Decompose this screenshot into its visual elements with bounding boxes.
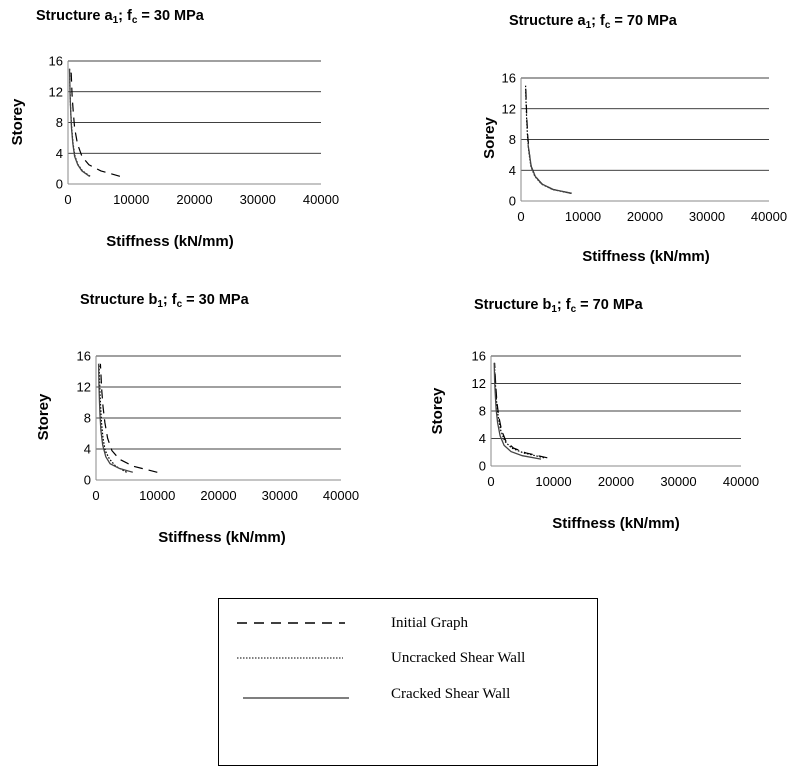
chart-svg: 0 4 8 12 16 0 10000 20000 30000 40000 Stiffness (k… bbox=[35, 349, 359, 547]
x-axis-label: Stiffness (kN/mm) bbox=[582, 248, 710, 265]
chart-panel-a1-70: Structure a1; fc = 70 MPa 0 4 8 12 16 0 10000 2… bbox=[400, 0, 793, 280]
chart-title: Structure b1; fc = 70 MPa bbox=[474, 297, 643, 315]
chart-panel-b1-30: Structure b1; fc = 30 MPa 0 4 8 12 16 0 10000 2… bbox=[0, 280, 390, 570]
legend: Initial Graph Uncracked Shear Wall Crack… bbox=[218, 598, 598, 766]
y-tick-label: 12 bbox=[502, 101, 516, 116]
legend-label: Cracked Shear Wall bbox=[391, 686, 511, 702]
x-tick-label: 40000 bbox=[751, 209, 787, 224]
series-line-dotted bbox=[493, 362, 545, 459]
x-tick-label: 0 bbox=[517, 209, 524, 224]
x-axis-label: Stiffness (kN/mm) bbox=[552, 515, 680, 532]
y-tick-label: 16 bbox=[77, 349, 91, 364]
y-tick-label: 16 bbox=[502, 71, 516, 86]
x-tick-label: 20000 bbox=[627, 209, 663, 224]
y-tick-label: 4 bbox=[509, 163, 516, 178]
x-tick-label: 30000 bbox=[240, 192, 276, 207]
chart-svg: 0 4 8 12 16 0 10000 20000 30000 40000 Stiffness (k… bbox=[481, 71, 787, 266]
y-axis-label: Storey bbox=[9, 98, 26, 145]
x-tick-label: 10000 bbox=[139, 488, 175, 503]
x-tick-label: 0 bbox=[64, 192, 71, 207]
chart-title: Structure b1; fc = 30 MPa bbox=[80, 292, 249, 310]
x-tick-label: 40000 bbox=[723, 474, 759, 489]
y-axis-label: Storey bbox=[35, 393, 52, 440]
series-line-dashed bbox=[99, 363, 158, 473]
legend-item: Cracked Shear Wall bbox=[219, 684, 597, 708]
y-tick-label: 12 bbox=[77, 380, 91, 395]
series-line-dashed bbox=[70, 68, 121, 177]
y-tick-label: 8 bbox=[479, 404, 486, 419]
series-line-solid bbox=[493, 362, 542, 460]
y-tick-label: 8 bbox=[509, 132, 516, 147]
y-tick-label: 8 bbox=[56, 115, 63, 130]
y-axis-label: Sorey bbox=[481, 117, 498, 159]
chart-panel-a1-30: Structure a1; fc = 30 MPa 0 4 8 12 16 0 10000 2… bbox=[0, 0, 380, 280]
x-tick-label: 0 bbox=[92, 488, 99, 503]
legend-swatch-dotted bbox=[237, 657, 343, 659]
x-tick-label: 20000 bbox=[200, 488, 236, 503]
y-tick-label: 4 bbox=[56, 146, 63, 161]
x-tick-label: 30000 bbox=[660, 474, 696, 489]
y-tick-label: 0 bbox=[479, 459, 486, 474]
x-tick-label: 30000 bbox=[689, 209, 725, 224]
chart-svg: 0 4 8 12 16 0 10000 20000 30000 40000 Stiffness (k… bbox=[9, 54, 339, 251]
legend-item: Initial Graph bbox=[219, 611, 597, 635]
x-tick-label: 40000 bbox=[303, 192, 339, 207]
x-tick-label: 20000 bbox=[176, 192, 212, 207]
y-axis-label: Storey bbox=[429, 387, 446, 434]
series-line-solid bbox=[527, 144, 572, 194]
y-tick-label: 0 bbox=[84, 473, 91, 488]
y-tick-label: 8 bbox=[84, 411, 91, 426]
series-line-solid bbox=[68, 68, 90, 177]
x-tick-label: 0 bbox=[487, 474, 494, 489]
chart-panel-b1-70: Structure b1; fc = 70 MPa 0 4 8 12 16 0 10000 2… bbox=[390, 280, 793, 570]
chart-title: Structure a1; fc = 30 MPa bbox=[36, 8, 204, 26]
x-tick-label: 20000 bbox=[598, 474, 634, 489]
series-line-dashed bbox=[494, 362, 548, 459]
y-tick-label: 0 bbox=[509, 194, 516, 209]
legend-label: Initial Graph bbox=[391, 615, 469, 631]
y-tick-label: 12 bbox=[49, 84, 63, 99]
y-tick-label: 4 bbox=[84, 442, 91, 457]
x-tick-label: 40000 bbox=[323, 488, 359, 503]
y-tick-label: 16 bbox=[49, 54, 63, 69]
y-tick-label: 0 bbox=[56, 177, 63, 192]
legend-swatch-solid bbox=[243, 697, 349, 699]
series-line-solid bbox=[97, 363, 133, 473]
x-tick-label: 10000 bbox=[535, 474, 571, 489]
y-tick-label: 16 bbox=[472, 349, 486, 364]
x-tick-label: 10000 bbox=[565, 209, 601, 224]
chart-svg: 0 4 8 12 16 0 10000 20000 30000 40000 Stiffness (k… bbox=[429, 349, 759, 533]
y-tick-label: 4 bbox=[479, 431, 486, 446]
x-axis-label: Stiffness (kN/mm) bbox=[106, 233, 234, 250]
chart-title: Structure a1; fc = 70 MPa bbox=[509, 13, 677, 31]
y-tick-label: 12 bbox=[472, 376, 486, 391]
x-tick-label: 30000 bbox=[262, 488, 298, 503]
legend-item: Uncracked Shear Wall bbox=[219, 646, 597, 670]
legend-label: Uncracked Shear Wall bbox=[391, 650, 526, 666]
series-line-dotted bbox=[98, 363, 127, 473]
legend-swatch-dashed bbox=[237, 622, 345, 624]
x-axis-label: Stiffness (kN/mm) bbox=[158, 529, 286, 546]
x-tick-label: 10000 bbox=[113, 192, 149, 207]
